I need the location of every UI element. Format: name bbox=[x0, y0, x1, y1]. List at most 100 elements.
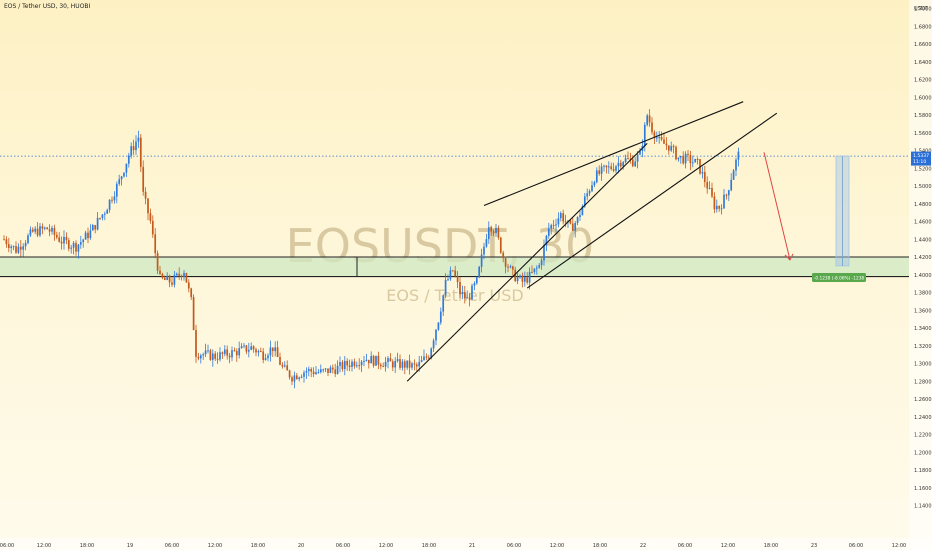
candle-body bbox=[63, 236, 65, 244]
candle bbox=[310, 367, 313, 378]
candle bbox=[171, 277, 173, 287]
trendlines[interactable] bbox=[406, 101, 778, 382]
candle bbox=[375, 355, 377, 366]
time-axis-panel[interactable] bbox=[0, 538, 932, 550]
candle-body bbox=[415, 364, 418, 367]
candle-body bbox=[94, 225, 97, 230]
candle-body bbox=[420, 360, 423, 362]
candle-body bbox=[355, 365, 358, 367]
price-tick-label: 1.5600 bbox=[914, 131, 932, 137]
candle-body bbox=[235, 351, 238, 356]
candle bbox=[425, 353, 428, 361]
candle bbox=[211, 349, 214, 367]
candle bbox=[435, 328, 437, 346]
candle bbox=[247, 342, 250, 358]
candle bbox=[147, 197, 149, 221]
current-price-badge bbox=[911, 151, 931, 166]
candle bbox=[629, 152, 632, 164]
candle-body bbox=[151, 220, 154, 235]
candle-body bbox=[689, 155, 692, 164]
candle bbox=[15, 241, 17, 254]
candle-body bbox=[492, 231, 495, 234]
candle bbox=[708, 181, 711, 190]
candle bbox=[108, 199, 111, 213]
candle-body bbox=[485, 239, 488, 247]
candle bbox=[406, 360, 409, 370]
candle bbox=[483, 242, 485, 260]
candle bbox=[687, 150, 689, 162]
candle bbox=[459, 277, 461, 299]
candle-body bbox=[718, 205, 721, 209]
price-tick-label: 1.5200 bbox=[914, 166, 932, 172]
support-zone[interactable] bbox=[0, 155, 909, 278]
candle bbox=[651, 117, 653, 135]
candle-body bbox=[720, 208, 723, 210]
candle bbox=[283, 361, 286, 368]
candle-body bbox=[173, 275, 176, 285]
candle-body bbox=[694, 158, 697, 163]
candle bbox=[711, 182, 713, 198]
time-tick-label: 06:00 bbox=[507, 543, 521, 549]
candle-body bbox=[77, 244, 80, 252]
candle-body bbox=[545, 235, 548, 246]
candle-body bbox=[255, 349, 257, 353]
price-axis-panel[interactable] bbox=[909, 0, 932, 550]
candle bbox=[713, 192, 716, 214]
candle bbox=[216, 352, 219, 364]
candle bbox=[274, 341, 277, 357]
candle-body bbox=[120, 176, 123, 180]
candle bbox=[79, 235, 82, 249]
candle-body bbox=[166, 275, 169, 280]
candle bbox=[663, 132, 665, 144]
candle bbox=[89, 224, 92, 240]
candle bbox=[307, 366, 310, 377]
candle bbox=[187, 279, 190, 293]
candle bbox=[300, 374, 303, 379]
candle bbox=[5, 236, 8, 248]
candle-body bbox=[663, 139, 665, 144]
candle-body bbox=[439, 311, 442, 323]
candle bbox=[526, 272, 529, 285]
candle bbox=[627, 151, 629, 160]
candle bbox=[185, 272, 188, 283]
candle-body bbox=[447, 279, 449, 281]
candle-body bbox=[91, 225, 94, 231]
candle-body bbox=[132, 146, 135, 151]
candle-body bbox=[103, 213, 106, 215]
candle-body bbox=[346, 360, 349, 366]
candle bbox=[622, 160, 625, 170]
candle bbox=[384, 356, 387, 372]
candle-body bbox=[214, 353, 217, 359]
candle bbox=[718, 205, 721, 212]
candle bbox=[286, 360, 289, 371]
watermark-name: EOS / Tether USD bbox=[386, 286, 523, 305]
candle-body bbox=[691, 162, 694, 164]
candle-body bbox=[367, 359, 370, 364]
candle bbox=[591, 180, 593, 193]
candle bbox=[694, 158, 697, 163]
candle-body bbox=[569, 220, 572, 224]
candle bbox=[252, 345, 255, 353]
time-tick-label: 18:00 bbox=[593, 543, 607, 549]
candle bbox=[634, 156, 637, 168]
candle-body bbox=[53, 227, 56, 235]
candle bbox=[209, 348, 212, 361]
candle-body bbox=[295, 375, 298, 380]
candle-body bbox=[303, 372, 305, 377]
annotations[interactable]: -0.1238 (-8.06%) -1238 bbox=[763, 152, 866, 282]
candle bbox=[399, 354, 401, 370]
candle-body bbox=[223, 349, 226, 354]
candle-body bbox=[231, 350, 233, 358]
candle-body bbox=[207, 350, 209, 352]
candle bbox=[552, 220, 555, 229]
time-tick-label: 12:00 bbox=[550, 543, 564, 549]
candle bbox=[168, 274, 171, 288]
candle-body bbox=[442, 295, 445, 312]
candle-body bbox=[190, 288, 193, 298]
candle bbox=[519, 274, 521, 279]
candle-body bbox=[336, 365, 339, 374]
candle-body bbox=[396, 359, 399, 362]
candle bbox=[571, 217, 574, 231]
